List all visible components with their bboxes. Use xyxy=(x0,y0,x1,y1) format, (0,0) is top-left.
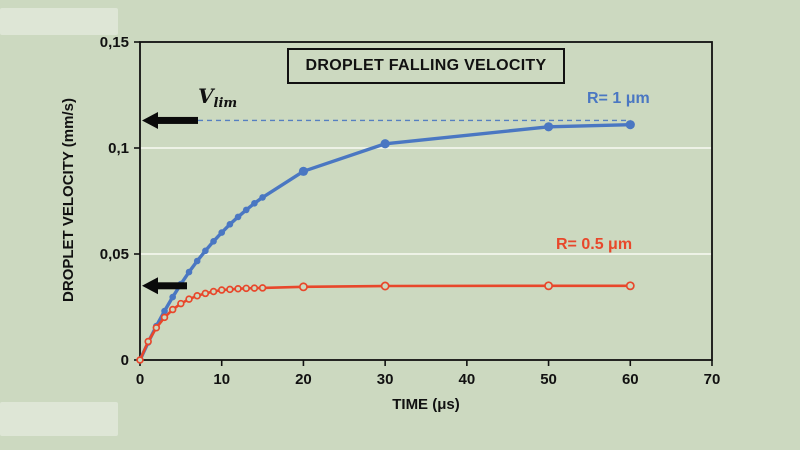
series-marker-0 xyxy=(218,229,226,236)
series-marker-1 xyxy=(298,282,308,292)
vlim-arrow-shaft xyxy=(157,116,198,124)
x-tick-label: 70 xyxy=(704,371,721,388)
series-marker-1 xyxy=(544,281,554,291)
series-marker-0 xyxy=(380,139,390,149)
x-tick-label: 60 xyxy=(622,371,639,388)
series-marker-0 xyxy=(242,206,250,214)
series-marker-0 xyxy=(298,166,309,176)
series-marker-1 xyxy=(226,285,234,294)
series-marker-1 xyxy=(193,292,201,300)
x-tick-label: 50 xyxy=(540,371,557,388)
series-marker-1 xyxy=(185,295,193,303)
series-marker-1 xyxy=(242,284,250,293)
series-marker-0 xyxy=(185,268,193,276)
series-marker-0 xyxy=(625,120,635,130)
series-marker-0 xyxy=(251,200,258,207)
series-marker-1 xyxy=(234,285,242,293)
vlim-arrow-shaft xyxy=(157,282,187,290)
series-marker-0 xyxy=(161,307,168,315)
series-marker-1 xyxy=(136,356,144,364)
x-tick-label: 20 xyxy=(295,371,312,388)
series-marker-1 xyxy=(217,286,226,294)
series-marker-1 xyxy=(625,281,635,291)
series-marker-0 xyxy=(202,247,209,255)
background-highlight-strip-bottom xyxy=(0,402,118,436)
vlim-symbol: V xyxy=(198,84,214,108)
background-highlight-strip-top xyxy=(0,8,118,35)
x-tick-label: 40 xyxy=(459,371,476,388)
plot-border xyxy=(139,41,713,361)
y-tick-label: 0,05 xyxy=(100,246,129,263)
y-tick-label: 0,1 xyxy=(108,140,129,157)
series-marker-1 xyxy=(201,289,210,298)
y-tick-label: 0 xyxy=(121,352,129,369)
x-axis-title: TIME (μs) xyxy=(392,396,460,413)
series-marker-1 xyxy=(380,281,390,291)
series-marker-0 xyxy=(234,213,242,221)
x-tick-label: 10 xyxy=(213,371,230,388)
series-marker-1 xyxy=(160,313,169,322)
series-marker-0 xyxy=(226,221,234,228)
vlim-annotation-label: Vlim xyxy=(198,86,237,110)
vlim-arrow-head xyxy=(142,111,158,129)
series-line-1 xyxy=(138,284,632,362)
vlim-subscript: lim xyxy=(213,96,238,111)
series-marker-0 xyxy=(193,257,201,265)
series-marker-0 xyxy=(169,293,176,301)
x-tick-label: 30 xyxy=(377,371,394,388)
series-marker-0 xyxy=(543,122,554,132)
series-marker-1 xyxy=(152,324,161,332)
series-marker-1 xyxy=(250,284,259,292)
x-tick-label: 0 xyxy=(136,371,144,388)
series-marker-1 xyxy=(177,299,185,308)
series-marker-1 xyxy=(144,337,152,346)
series-marker-0 xyxy=(210,237,217,245)
vlim-arrow-head xyxy=(142,277,158,295)
series-marker-1 xyxy=(209,287,218,296)
legend-label-r05um: R= 0.5 μm xyxy=(556,236,633,253)
series-marker-1 xyxy=(168,305,177,314)
series-marker-0 xyxy=(259,194,266,201)
legend-label-r1um: R= 1 μm xyxy=(587,90,650,107)
y-axis-title: DROPLET VELOCITY (mm/s) xyxy=(60,98,77,302)
y-tick-label: 0,15 xyxy=(100,34,129,51)
series-marker-1 xyxy=(258,284,267,292)
